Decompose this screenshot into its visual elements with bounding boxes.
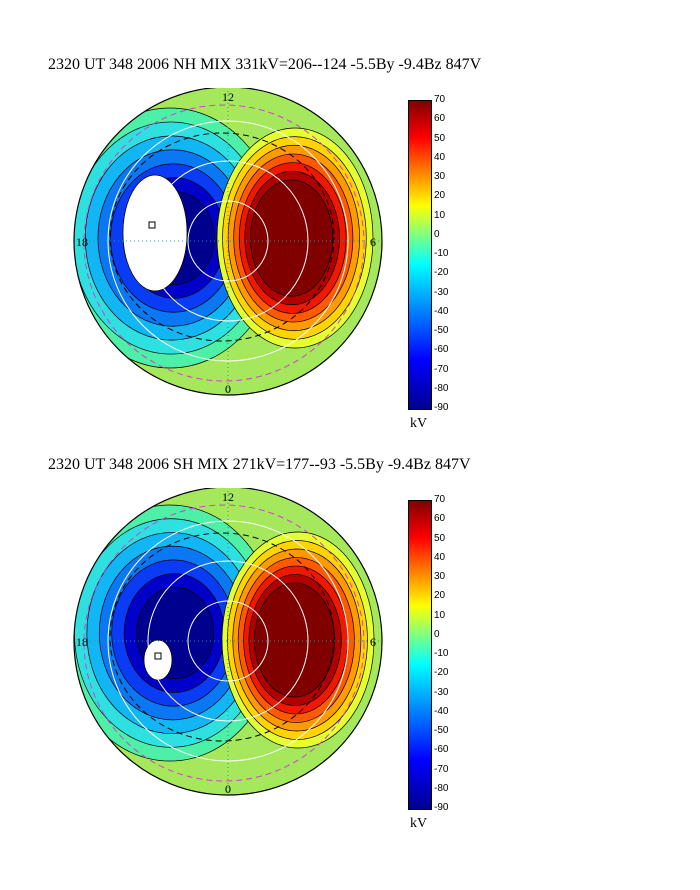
nh-polar-map: 12 18 6 0: [73, 88, 383, 396]
nh-clock-label-0: 0: [225, 382, 231, 396]
colorbar-tick-label: 0: [434, 628, 440, 640]
colorbar-tick-label: -70: [434, 363, 449, 375]
colorbar-tick-label: 60: [434, 113, 446, 125]
sh-colorbar: [408, 500, 432, 810]
sh-latitude-ring-1: [147, 560, 309, 722]
nh-saturated-region: [122, 174, 188, 292]
colorbar-tick-label: -30: [434, 686, 449, 698]
sh-dawn-contour-6: [254, 582, 336, 698]
colorbar-tick-label: 70: [434, 494, 446, 505]
colorbar-tick-label: 60: [434, 513, 446, 525]
colorbar-tick-label: 10: [434, 209, 446, 221]
colorbar-tick-label: -10: [434, 648, 449, 659]
sh-potential-field: [74, 488, 382, 795]
colorbar-tick-label: 30: [434, 571, 446, 582]
colorbar-tick-label: -90: [434, 802, 449, 813]
sh-title: 2320 UT 348 2006 SH MIX 271kV=177--93 -5…: [48, 456, 471, 473]
sh-boundary-magenta: [83, 504, 365, 782]
nh-potential-field: [74, 88, 382, 395]
nh-clock-label-6: 6: [370, 235, 376, 249]
sh-clock-label-6: 6: [370, 635, 376, 649]
nh-boundary-magenta: [83, 104, 365, 382]
colorbar-tick-label: 30: [434, 171, 446, 182]
colorbar-tick-label: -80: [434, 382, 449, 394]
colorbar-tick-label: -90: [434, 402, 449, 413]
colorbar-tick-label: 70: [434, 94, 446, 105]
sh-latitude-ring-2: [107, 520, 349, 762]
sh-outer-rim: [73, 488, 383, 796]
colorbar-tick-label: 20: [434, 190, 446, 202]
colorbar-tick-label: 50: [434, 132, 446, 144]
colorbar-tick-label: -20: [434, 267, 449, 279]
nh-boundary-black: [109, 132, 335, 342]
colorbar-tick-label: -60: [434, 344, 449, 356]
sh-potential-min-marker: [154, 652, 162, 660]
sh-boundary-black: [109, 532, 335, 742]
colorbar-tick-label: -30: [434, 286, 449, 298]
colorbar-tick-label: -40: [434, 705, 449, 717]
nh-dawn-contour-6: [249, 179, 334, 297]
colorbar-tick-label: -20: [434, 667, 449, 679]
nh-title: 2320 UT 348 2006 NH MIX 331kV=206--124 -…: [48, 56, 482, 73]
colorbar-tick-label: 0: [434, 228, 440, 240]
colorbar-tick-label: -60: [434, 744, 449, 756]
colorbar-tick-label: 40: [434, 551, 446, 563]
colorbar-tick-label: -10: [434, 248, 449, 259]
sh-polar-map: 12 18 6 0: [73, 488, 383, 796]
colorbar-tick-label: 10: [434, 609, 446, 621]
sh-colorbar-unit: kV: [410, 816, 428, 831]
colorbar-tick-label: -80: [434, 782, 449, 794]
colorbar-tick-label: 40: [434, 151, 446, 163]
nh-colorbar: [408, 100, 432, 410]
colorbar-tick-label: 20: [434, 590, 446, 602]
nh-latitude-ring-0: [187, 200, 269, 282]
nh-latitude-ring-1: [147, 160, 309, 322]
nh-clock-label-18: 18: [76, 235, 88, 249]
colorbar-tick-label: -50: [434, 725, 449, 736]
sh-clock-label-0: 0: [225, 782, 231, 796]
colorbar-tick-label: 50: [434, 532, 446, 544]
colorbar-tick-label: -50: [434, 325, 449, 336]
nh-clock-label-12: 12: [222, 90, 234, 104]
sh-clock-label-18: 18: [76, 635, 88, 649]
nh-latitude-ring-2: [107, 120, 349, 362]
nh-colorbar-unit: kV: [410, 416, 428, 431]
sh-clock-label-12: 12: [222, 490, 234, 504]
colorbar-tick-label: -40: [434, 305, 449, 317]
sh-latitude-ring-0: [187, 600, 269, 682]
nh-outer-rim: [73, 88, 383, 396]
colorbar-tick-label: -70: [434, 763, 449, 775]
nh-potential-min-marker: [148, 221, 156, 229]
